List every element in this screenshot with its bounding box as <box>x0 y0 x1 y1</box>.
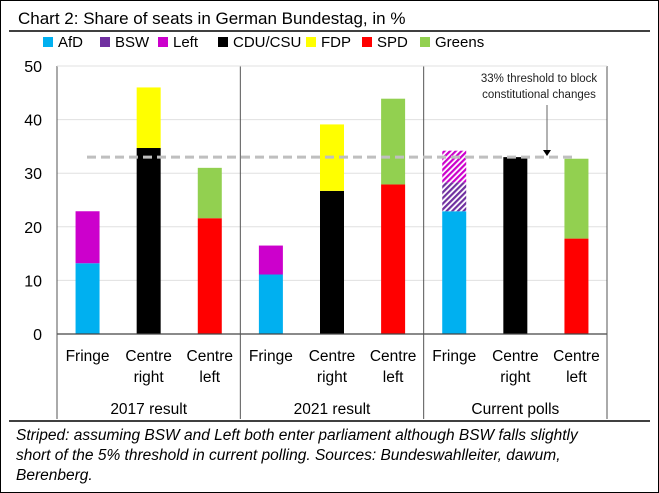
x-category-label: Centre <box>553 348 600 365</box>
legend-swatch-fdp <box>306 37 316 47</box>
legend-swatch-bsw <box>100 37 110 47</box>
x-category-label: Fringe <box>249 348 293 365</box>
bar-segment-spd <box>381 184 406 334</box>
group-label: Current polls <box>471 401 559 418</box>
y-tick-label: 40 <box>24 113 42 130</box>
bar-segment-left <box>75 211 100 264</box>
legend-swatch-cdu-csu <box>218 37 228 47</box>
bar-segment-left <box>258 245 283 275</box>
bar-segment-greens <box>564 158 589 239</box>
bar-segment-cdu-csu <box>320 190 344 334</box>
x-category-label: left <box>199 369 220 386</box>
y-tick-label: 30 <box>24 166 42 183</box>
arrow-down-icon <box>543 150 551 156</box>
x-category-label: Centre <box>492 348 539 365</box>
y-tick-label: 0 <box>33 327 42 344</box>
legend-label: FDP <box>321 34 351 51</box>
threshold-label: constitutional changes <box>482 89 596 101</box>
x-category-label: Fringe <box>432 348 476 365</box>
bar-segment-left <box>442 150 467 183</box>
legend-swatch-greens <box>420 37 430 47</box>
bar-segment-greens <box>381 98 406 185</box>
bar-segment-afd <box>442 211 467 334</box>
x-category-label: right <box>134 369 165 386</box>
legend-swatch-left <box>158 37 168 47</box>
y-tick-label: 50 <box>24 59 42 76</box>
bar-segment-cdu-csu <box>503 157 528 334</box>
footnote-line: Berenberg. <box>16 467 93 484</box>
x-category-label: right <box>500 369 531 386</box>
bar-segment-afd <box>258 274 283 334</box>
y-tick-label: 20 <box>24 220 42 237</box>
x-category-label: left <box>566 369 587 386</box>
bar-segment-spd <box>197 218 222 334</box>
legend-label: Greens <box>435 34 484 51</box>
bar-segment-fdp <box>136 87 161 149</box>
chart-title: Chart 2: Share of seats in German Bundes… <box>18 9 405 28</box>
footnote-line: short of the 5% threshold in current pol… <box>16 447 561 464</box>
footnote-line: Striped: assuming BSW and Left both ente… <box>16 427 579 444</box>
axes <box>56 65 608 419</box>
bar-segment-afd <box>75 263 100 334</box>
legend-swatch-afd <box>43 37 53 47</box>
threshold-annotation: 33% threshold to block constitutional cha… <box>87 73 598 159</box>
x-category-label: Centre <box>370 348 417 365</box>
group-label: 2017 result <box>110 401 187 418</box>
category-labels: Fringe Centre right Centre left 2017 result Fr… <box>66 348 600 418</box>
legend-label: CDU/CSU <box>233 34 301 51</box>
legend-label: SPD <box>377 34 408 51</box>
x-category-label: Centre <box>309 348 356 365</box>
bar-segment-greens <box>197 167 222 219</box>
legend-label: AfD <box>58 34 83 51</box>
x-category-label: Fringe <box>66 348 110 365</box>
x-category-label: right <box>317 369 348 386</box>
x-category-label: Centre <box>187 348 234 365</box>
legend: AfD BSW Left CDU/CSU FDP SPD Greens <box>43 34 484 51</box>
legend-swatch-spd <box>362 37 372 47</box>
y-tick-label: 10 <box>24 273 42 290</box>
group-label: 2021 result <box>294 401 371 418</box>
x-category-label: Centre <box>125 348 172 365</box>
bar-segment-bsw <box>442 182 467 212</box>
bar-segment-spd <box>564 238 589 334</box>
bar-segment-cdu-csu <box>136 148 161 334</box>
threshold-label: 33% threshold to block <box>481 73 598 85</box>
legend-label: Left <box>173 34 199 51</box>
x-category-label: left <box>383 369 404 386</box>
footnote: Striped: assuming BSW and Left both ente… <box>16 427 579 484</box>
legend-label: BSW <box>115 34 150 51</box>
bars <box>75 87 589 334</box>
